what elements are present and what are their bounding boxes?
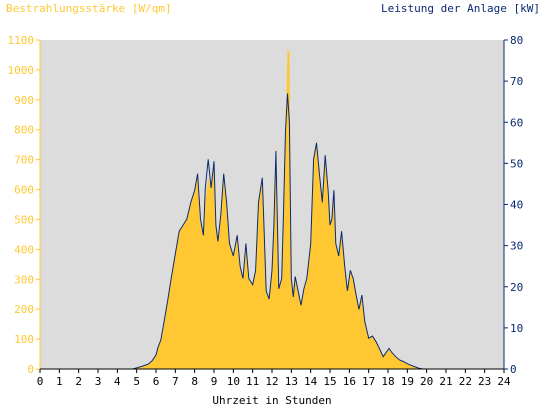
x-tick-label: 21 (439, 375, 452, 388)
x-tick-label: 20 (420, 375, 433, 388)
x-tick-label: 11 (246, 375, 259, 388)
left-tick-label: 600 (14, 184, 34, 197)
x-tick-label: 0 (37, 375, 44, 388)
x-tick-label: 17 (362, 375, 375, 388)
right-tick-label: 40 (510, 199, 523, 212)
x-tick-label: 5 (133, 375, 140, 388)
x-tick-label: 12 (265, 375, 278, 388)
x-tick-label: 1 (56, 375, 63, 388)
left-tick-label: 800 (14, 124, 34, 137)
left-axis-title: Bestrahlungsstärke [W/qm] (6, 2, 172, 15)
left-tick-label: 700 (14, 154, 34, 167)
x-tick-label: 16 (343, 375, 356, 388)
x-tick-label: 9 (211, 375, 218, 388)
x-tick-label: 3 (95, 375, 102, 388)
right-tick-label: 70 (510, 75, 523, 88)
x-tick-label: 15 (323, 375, 336, 388)
x-tick-label: 14 (304, 375, 318, 388)
power-line (40, 93, 504, 370)
x-tick-label: 22 (459, 375, 472, 388)
left-tick-label: 1100 (8, 34, 35, 47)
x-tick-label: 19 (401, 375, 414, 388)
irradiance-area-layer (40, 49, 504, 369)
power-line-layer (40, 93, 504, 370)
left-tick-label: 900 (14, 94, 34, 107)
right-tick-label: 80 (510, 34, 523, 47)
x-tick-label: 8 (191, 375, 198, 388)
right-tick-label: 0 (510, 363, 517, 376)
left-tick-label: 200 (14, 303, 34, 316)
axes-layer (36, 39, 508, 373)
right-tick-label: 50 (510, 157, 523, 170)
x-tick-label: 18 (381, 375, 394, 388)
left-tick-label: 400 (14, 243, 34, 256)
x-tick-label: 24 (497, 375, 511, 388)
x-tick-label: 2 (75, 375, 82, 388)
tick-labels-layer: 0100200300400500600700800900100011000102… (8, 34, 524, 388)
x-tick-label: 4 (114, 375, 121, 388)
irradiance-area (40, 49, 504, 369)
x-tick-label: 13 (285, 375, 298, 388)
x-tick-label: 10 (227, 375, 240, 388)
right-tick-label: 10 (510, 322, 523, 335)
right-axis-title: Leistung der Anlage [kW] (381, 2, 540, 15)
left-tick-label: 0 (27, 363, 34, 376)
left-tick-label: 100 (14, 333, 34, 346)
right-tick-label: 30 (510, 240, 523, 253)
x-tick-label: 23 (478, 375, 491, 388)
right-tick-label: 60 (510, 116, 523, 129)
x-axis-title: Uhrzeit in Stunden (212, 394, 332, 407)
x-tick-label: 7 (172, 375, 179, 388)
x-tick-label: 6 (153, 375, 160, 388)
left-tick-label: 1000 (8, 64, 35, 77)
left-tick-label: 500 (14, 213, 34, 226)
left-tick-label: 300 (14, 273, 34, 286)
right-tick-label: 20 (510, 281, 523, 294)
